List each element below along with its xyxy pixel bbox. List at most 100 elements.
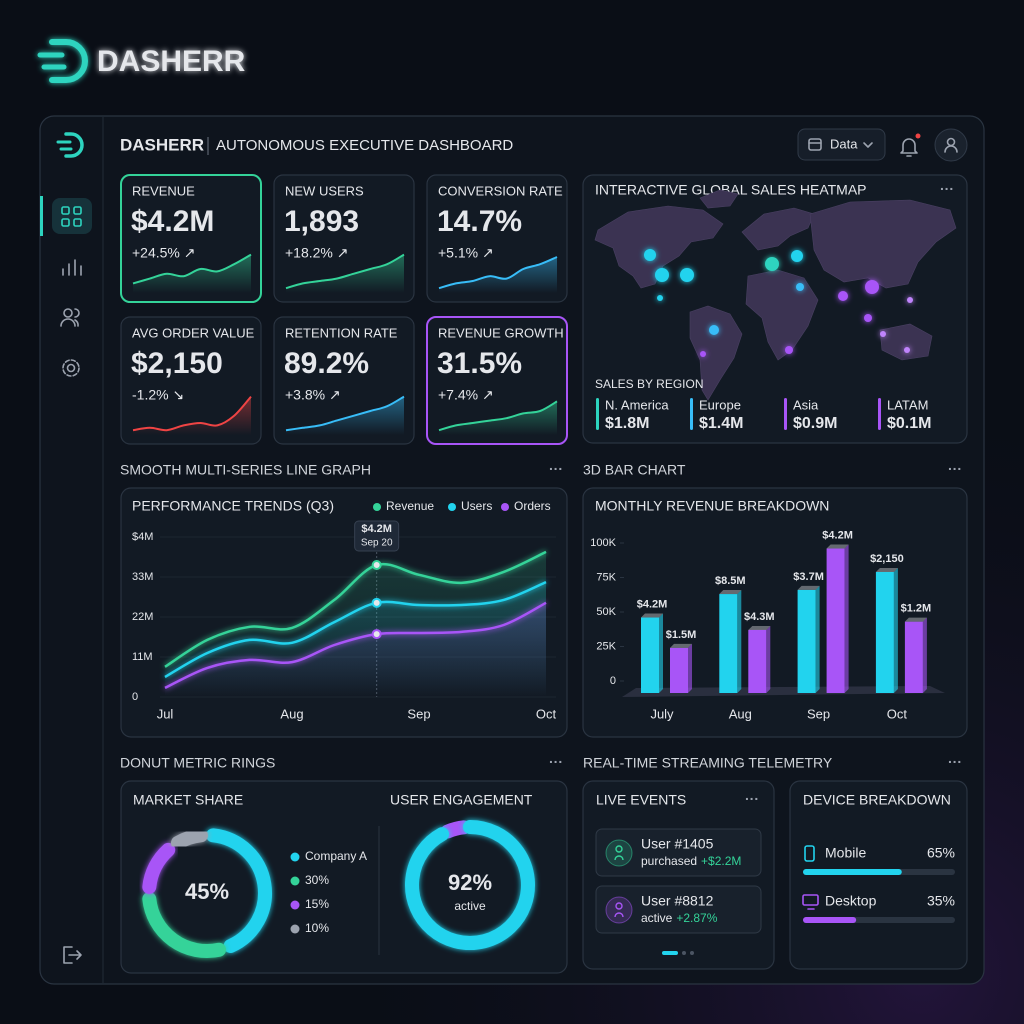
- event-avatar: [605, 896, 633, 924]
- live-events-menu[interactable]: ···: [745, 791, 759, 807]
- event-action: purchased: [641, 854, 697, 868]
- tooltip-marker: [371, 597, 382, 608]
- bar-label: $4.3M: [744, 611, 775, 623]
- legend-label: Orders: [514, 499, 551, 513]
- event-card: [595, 885, 762, 934]
- section-menu[interactable]: ···: [549, 754, 563, 770]
- ring-rest: [440, 820, 471, 839]
- bar: [719, 594, 738, 693]
- nav-users[interactable]: [60, 308, 80, 327]
- region-name: Asia: [793, 397, 819, 412]
- region-name: LATAM: [887, 397, 928, 412]
- nav-dashboard[interactable]: [52, 198, 92, 234]
- x-tick-label: Sep: [407, 706, 430, 721]
- donut-segment: [142, 842, 176, 894]
- bar-side: [737, 590, 742, 693]
- device-name: Mobile: [825, 845, 866, 861]
- series-line: [164, 580, 547, 679]
- kpi-change: +5.1% ↗: [438, 245, 494, 261]
- event-card: [595, 828, 762, 877]
- device-value: 35%: [927, 893, 955, 909]
- bar-side: [766, 625, 771, 693]
- kpi-value: 89.2%: [284, 347, 369, 380]
- sparkline: [438, 400, 558, 432]
- region-name: N. America: [605, 397, 669, 412]
- heatmap-menu[interactable]: ···: [940, 181, 954, 197]
- bar-chart-title: MONTHLY REVENUE BREAKDOWN: [595, 498, 829, 514]
- kpi-value: $2,150: [131, 347, 223, 380]
- dashboard-icon: [61, 206, 82, 227]
- bar-top: [748, 625, 771, 630]
- bar-top: [670, 643, 692, 648]
- sparkline: [132, 395, 252, 432]
- x-tick-label: Jul: [157, 706, 174, 721]
- bar: [670, 647, 688, 693]
- kpi-change: +24.5% ↗: [132, 245, 196, 261]
- date-button[interactable]: [797, 128, 886, 161]
- legend-dot: [501, 503, 509, 511]
- bar-side: [659, 613, 663, 693]
- event-action: active: [641, 911, 673, 925]
- kpi-change: +3.8% ↗: [285, 387, 341, 403]
- region-bar: [596, 398, 599, 430]
- tooltip-marker: [371, 629, 382, 640]
- section-title: REAL-TIME STREAMING TELEMETRY: [583, 755, 833, 771]
- brand-name: DASHERR: [97, 45, 246, 78]
- nav-settings[interactable]: [62, 359, 80, 377]
- active-indicator: [40, 196, 43, 236]
- series-line: [164, 550, 547, 668]
- kpi-label: NEW USERS: [285, 183, 364, 198]
- section-menu[interactable]: ···: [948, 754, 962, 770]
- header-subtitle: AUTONOMOUS EXECUTIVE DASHBOARD: [216, 137, 513, 154]
- device-name: Desktop: [825, 893, 877, 909]
- region-name: Europe: [699, 397, 741, 412]
- bar-label: $2,150: [870, 553, 904, 565]
- notifications[interactable]: [900, 138, 918, 157]
- legend-dot: [290, 900, 300, 910]
- bar: [641, 617, 659, 693]
- bar-label: $3.7M: [793, 571, 824, 583]
- bar-side: [688, 643, 692, 693]
- bar-label: $4.2M: [637, 598, 668, 610]
- sparkline: [438, 256, 558, 290]
- bar-label: $4.2M: [822, 529, 853, 541]
- bar: [904, 621, 923, 693]
- kpi-value: $4.2M: [131, 205, 214, 238]
- section-menu[interactable]: ···: [549, 461, 563, 477]
- legend-label: 15%: [305, 897, 329, 911]
- nav-logout[interactable]: [63, 946, 82, 964]
- y-tick-label: 0: [610, 675, 616, 687]
- x-tick-label: Oct: [887, 706, 908, 721]
- bar: [748, 629, 767, 693]
- event-detail: active +2.87%: [641, 911, 718, 925]
- event-detail: purchased +$2.2M: [641, 854, 741, 868]
- region-value: $0.9M: [793, 415, 837, 432]
- bar-floor: [622, 686, 945, 697]
- y-tick-label: 50K: [596, 606, 616, 618]
- nav-analytics[interactable]: [62, 259, 82, 276]
- device-bar: [803, 917, 857, 923]
- series-line: [164, 601, 547, 690]
- notification-badge: [915, 133, 921, 139]
- legend-dot: [373, 503, 381, 511]
- y-tick-label: 25K: [596, 640, 616, 652]
- world-map: [594, 189, 957, 401]
- dropdown-chevron: [863, 142, 873, 148]
- y-tick-label: 22M: [132, 611, 153, 623]
- event-avatar: [605, 839, 633, 867]
- event-amount: +2.87%: [676, 911, 717, 925]
- kpi-label: RETENTION RATE: [285, 325, 398, 340]
- bar: [826, 548, 845, 693]
- bar-label: $8.5M: [715, 575, 746, 587]
- kpi-change: +18.2% ↗: [285, 245, 349, 261]
- brand-logo: [37, 39, 88, 83]
- y-tick-label: 100K: [590, 537, 616, 549]
- kpi-value: 14.7%: [437, 205, 522, 238]
- legend-dot: [448, 503, 456, 511]
- devices-title: DEVICE BREAKDOWN: [803, 792, 951, 808]
- y-tick-label: 33M: [132, 571, 153, 583]
- section-menu[interactable]: ···: [948, 461, 962, 477]
- legend-dot: [290, 876, 300, 886]
